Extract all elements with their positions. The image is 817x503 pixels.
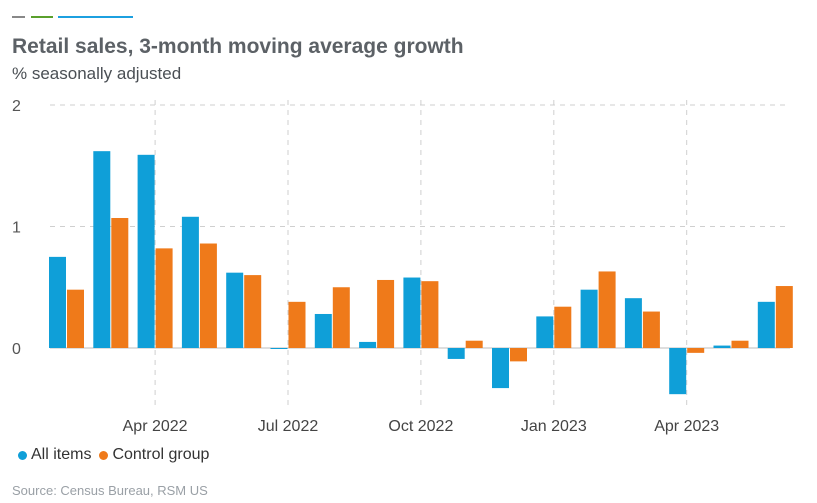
bar-all-items <box>49 256 66 348</box>
x-tick-label: Jul 2022 <box>258 418 319 435</box>
bar-all-items <box>137 154 155 348</box>
bar-control-group <box>554 306 572 348</box>
legend-label-all-items: All items <box>31 446 92 463</box>
y-tick-label: 0 <box>12 341 21 358</box>
bar-control-group <box>332 287 350 348</box>
bar-control-group <box>775 286 793 348</box>
bar-control-group <box>598 271 616 348</box>
bar-all-items <box>314 313 332 348</box>
bar-all-items <box>270 348 288 349</box>
legend-item-control-group: Control group <box>99 446 209 464</box>
accent-line-green <box>31 16 53 18</box>
bar-all-items <box>580 289 598 348</box>
x-tick-label: Apr 2022 <box>123 418 188 435</box>
bar-control-group <box>111 217 129 348</box>
bar-control-group <box>421 281 439 348</box>
source-note: Source: Census Bureau, RSM US <box>12 483 208 498</box>
bar-control-group <box>642 311 660 348</box>
legend-dot-control-group <box>99 450 109 460</box>
legend-dot-all-items <box>18 450 27 460</box>
bar-all-items <box>536 316 554 348</box>
legend: All items Control group <box>18 446 209 464</box>
bar-control-group <box>288 301 306 348</box>
x-tick-label: Oct 2022 <box>388 418 453 435</box>
bar-all-items <box>403 277 421 348</box>
bar-all-items <box>492 348 509 389</box>
x-tick-label: Apr 2023 <box>654 418 719 435</box>
bar-all-items <box>757 301 775 348</box>
bar-control-group <box>731 340 749 348</box>
bar-all-items <box>624 298 642 348</box>
chart-title: Retail sales, 3-month moving average gro… <box>12 35 464 58</box>
y-tick-label: 1 <box>12 220 21 237</box>
y-tick-label: 2 <box>12 98 21 115</box>
bar-all-items <box>447 348 465 359</box>
chart-subtitle: % seasonally adjusted <box>12 64 182 83</box>
bar-control-group <box>199 243 217 348</box>
bar-all-items <box>713 345 731 348</box>
accent-line-blue <box>58 16 133 18</box>
bar-all-items <box>181 216 199 348</box>
x-tick-label: Jan 2023 <box>521 418 587 435</box>
bar-control-group <box>510 348 527 362</box>
bar-all-items <box>93 151 111 348</box>
bar-all-items <box>226 272 244 348</box>
bar-control-group <box>155 248 173 348</box>
legend-label-control-group: Control group <box>112 446 210 463</box>
bar-control-group <box>244 275 262 348</box>
bar-all-items <box>669 348 687 395</box>
bar-control-group <box>377 279 395 348</box>
legend-item-all-items: All items <box>18 446 91 464</box>
bar-all-items <box>359 341 377 348</box>
bar-chart: 0 1 2 Apr 2022 Jul 2022 Oct 2022 Jan 2023 Apr 2… <box>12 98 793 435</box>
bar-control-group <box>67 289 84 348</box>
accent-line-gray <box>12 16 25 18</box>
bar-control-group <box>687 348 705 353</box>
bar-control-group <box>465 340 483 348</box>
